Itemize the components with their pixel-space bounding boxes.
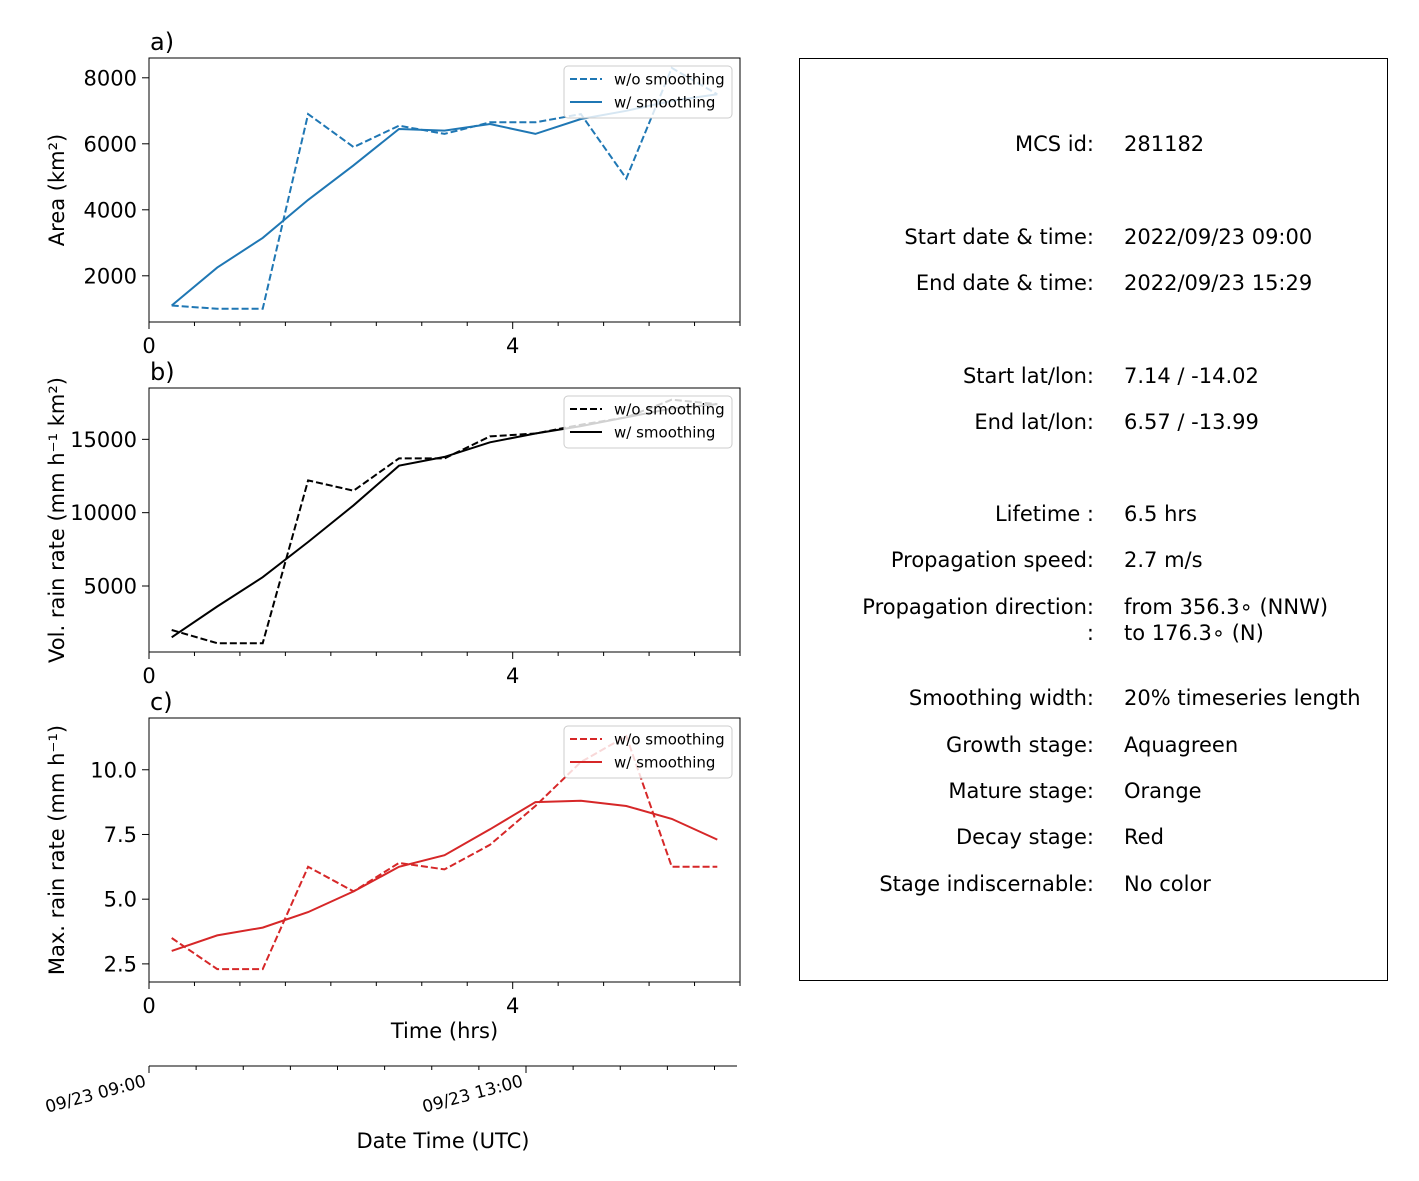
- legend: w/o smoothing w/ smoothing: [563, 65, 733, 119]
- series-without-smoothing-line: [171, 66, 718, 310]
- info-value: 281182: [1124, 132, 1205, 156]
- legend-label: w/o smoothing: [614, 401, 725, 419]
- y-tick-label: 6000: [84, 132, 137, 156]
- x-axis-label: Time (hrs): [390, 1019, 498, 1043]
- info-value: from 356.3∘ (NNW): [1124, 595, 1329, 619]
- panel-label: c): [150, 688, 173, 716]
- x-tick-label: 4: [506, 334, 519, 358]
- series-without-smoothing-line: [171, 398, 718, 645]
- info-key: Start date & time:: [904, 225, 1094, 249]
- info-key: Propagation direction:: [862, 595, 1094, 619]
- info-value: Orange: [1124, 779, 1202, 803]
- info-value: 7.14 / -14.02: [1124, 364, 1259, 388]
- info-key: :: [1086, 621, 1094, 645]
- info-value: 20% timeseries length: [1124, 686, 1361, 710]
- info-key: Propagation speed:: [890, 548, 1094, 572]
- y-tick-label: 8000: [84, 66, 137, 90]
- info-panel: [799, 58, 1388, 981]
- info-key: Smoothing width:: [908, 686, 1094, 710]
- info-value: Red: [1124, 825, 1164, 849]
- y-tick-label: 4000: [84, 198, 137, 222]
- legend-label: w/ smoothing: [614, 424, 715, 442]
- datetime-tick-label: 09/23 13:00: [420, 1072, 525, 1118]
- info-key: Lifetime :: [994, 502, 1094, 526]
- y-tick-label: 10000: [70, 501, 137, 525]
- panel-label: a): [150, 28, 174, 56]
- x-tick-label: 0: [142, 334, 155, 358]
- panel-3: 0 4 2.5 5.0 7.5 10.0 c) Max. rain rate (mm h⁻¹)…: [45, 688, 741, 1043]
- panel-2: 0 4 5000 10000 15000 b) Vol. rain rate (mm h⁻¹…: [45, 358, 741, 688]
- info-key: End date & time:: [915, 271, 1094, 295]
- datetime-axis: 09/23 09:00 09/23 13:00 Date Time (UTC): [43, 1065, 737, 1153]
- info-key: MCS id:: [1014, 132, 1094, 156]
- legend-box: [563, 725, 733, 779]
- legend-box: [563, 395, 733, 449]
- info-value: Aquagreen: [1124, 733, 1239, 757]
- y-tick-label: 2000: [84, 264, 137, 288]
- y-tick-label: 5000: [84, 575, 137, 599]
- datetime-axis-label: Date Time (UTC): [357, 1129, 530, 1153]
- legend-label: w/ smoothing: [614, 94, 715, 112]
- x-tick-label: 0: [142, 664, 155, 688]
- y-axis-label: Area (km²): [45, 134, 69, 246]
- datetime-tick-label: 09/23 09:00: [43, 1072, 148, 1118]
- info-value: 2022/09/23 09:00: [1124, 225, 1313, 249]
- info-key: Start lat/lon:: [962, 364, 1094, 388]
- x-tick-label: 4: [506, 994, 519, 1018]
- series-with-smoothing-line: [171, 93, 718, 307]
- axes-frame: [148, 57, 741, 323]
- info-value: to 176.3∘ (N): [1124, 621, 1264, 645]
- y-tick-label: 7.5: [104, 823, 137, 847]
- info-key: Decay stage:: [956, 825, 1094, 849]
- series-with-smoothing-line: [171, 799, 718, 952]
- legend-label: w/ smoothing: [614, 754, 715, 772]
- y-axis-label: Max. rain rate (mm h⁻¹): [45, 725, 69, 975]
- axes-frame: [148, 387, 741, 653]
- info-key: End lat/lon:: [974, 410, 1094, 434]
- panel-1: 0 4 2000 4000 6000 8000 a) Area (km²) w/o smooth…: [45, 28, 741, 358]
- info-key: Mature stage:: [948, 779, 1094, 803]
- y-tick-label: 15000: [70, 428, 137, 452]
- info-key: Growth stage:: [945, 733, 1094, 757]
- axes-frame: [148, 717, 741, 983]
- y-tick-label: 2.5: [104, 952, 137, 976]
- legend-label: w/o smoothing: [614, 731, 725, 749]
- legend: w/o smoothing w/ smoothing: [563, 395, 733, 449]
- info-key: Stage indiscernable:: [879, 872, 1094, 896]
- info-value: 2.7 m/s: [1124, 548, 1203, 572]
- panel-label: b): [150, 358, 175, 386]
- legend-box: [563, 65, 733, 119]
- x-tick-label: 0: [142, 994, 155, 1018]
- legend-label: w/o smoothing: [614, 71, 725, 89]
- info-value: 6.5 hrs: [1124, 502, 1197, 526]
- info-value: 6.57 / -13.99: [1124, 410, 1259, 434]
- y-tick-label: 10.0: [90, 758, 137, 782]
- x-tick-label: 4: [506, 664, 519, 688]
- y-tick-label: 5.0: [104, 888, 137, 912]
- info-value: No color: [1124, 872, 1211, 896]
- y-axis-label: Vol. rain rate (mm h⁻¹ km²): [45, 377, 69, 663]
- info-value: 2022/09/23 15:29: [1124, 271, 1313, 295]
- legend: w/o smoothing w/ smoothing: [563, 725, 733, 779]
